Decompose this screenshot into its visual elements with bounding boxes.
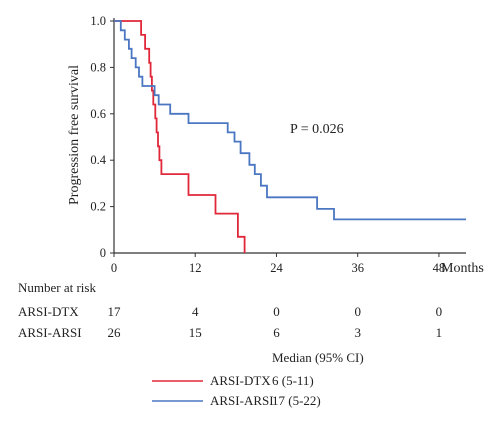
- x-tick-label: 0: [111, 261, 117, 275]
- legend-label-arsi-arsi: ARSI-ARSI: [210, 393, 274, 408]
- p-value-annotation: P = 0.026: [290, 122, 344, 137]
- x-tick-label: 12: [189, 261, 202, 275]
- y-tick-label: 0.6: [90, 107, 106, 121]
- risk-count-arsi-arsi: 1: [436, 325, 443, 340]
- y-tick-label: 1.0: [90, 14, 106, 28]
- legend-label-arsi-dtx: ARSI-DTX: [210, 373, 271, 388]
- y-axis-label: Progression free survival: [67, 65, 82, 205]
- legend-value-arsi-arsi: 17 (5-22): [272, 393, 321, 408]
- y-tick-label: 0.4: [90, 153, 106, 167]
- x-tick-label: 24: [270, 261, 283, 275]
- risk-table-title: Number at risk: [18, 280, 96, 295]
- risk-count-arsi-dtx: 0: [273, 304, 280, 319]
- risk-count-arsi-dtx: 0: [436, 304, 443, 319]
- y-tick-label: 0: [100, 246, 106, 260]
- risk-count-arsi-arsi: 6: [273, 325, 280, 340]
- legend-value-arsi-dtx: 6 (5-11): [272, 373, 314, 388]
- risk-count-arsi-arsi: 3: [354, 325, 361, 340]
- survival-curve-arsi-arsi: [114, 20, 466, 221]
- risk-row-label-arsi-dtx: ARSI-DTX: [18, 304, 79, 319]
- risk-row-label-arsi-arsi: ARSI-ARSI: [18, 325, 82, 340]
- y-tick-label: 0.8: [90, 60, 106, 74]
- risk-count-arsi-dtx: 17: [108, 304, 122, 319]
- risk-count-arsi-dtx: 4: [192, 304, 199, 319]
- x-tick-label: 36: [351, 261, 364, 275]
- risk-count-arsi-arsi: 15: [189, 325, 202, 340]
- survival-curve-arsi-dtx: [114, 20, 246, 253]
- legend-header: Median (95% CI): [272, 350, 364, 365]
- x-axis-label: Months: [441, 261, 484, 276]
- risk-count-arsi-dtx: 0: [354, 304, 361, 319]
- x-tick-label: 48: [433, 261, 446, 275]
- y-tick-label: 0.2: [90, 200, 106, 214]
- risk-count-arsi-arsi: 26: [108, 325, 122, 340]
